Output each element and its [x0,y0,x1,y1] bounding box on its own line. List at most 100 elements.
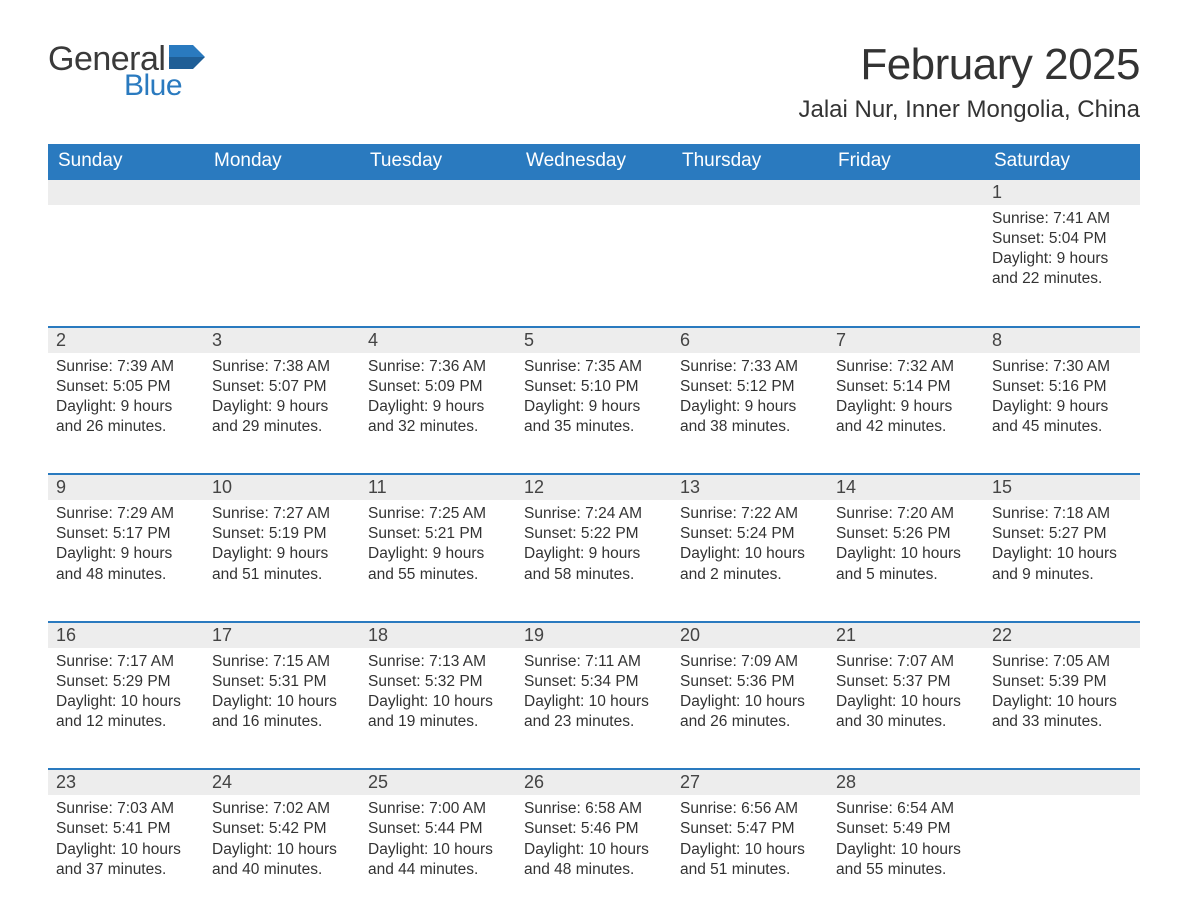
logo-text-blue: Blue [124,69,209,103]
day-number-cell: 25 [360,769,516,795]
title-block: February 2025 Jalai Nur, Inner Mongolia,… [798,40,1140,124]
day-content-cell: Sunrise: 7:36 AMSunset: 5:09 PMDaylight:… [360,353,516,456]
day-content-row: Sunrise: 7:17 AMSunset: 5:29 PM Daylight:… [48,648,1140,751]
sunset-text: Sunset: 5:17 PM [56,524,196,544]
day-content-cell: Sunrise: 7:41 AMSunset: 5:04 PMDaylight:… [984,205,1140,308]
sunrise-text: Sunrise: 7:39 AM [56,357,196,377]
sunrise-text: Sunrise: 7:03 AM [56,799,196,819]
daylight-text: Daylight: 10 hours and 2 minutes. [680,544,820,584]
sunset-text: Sunset: 5:05 PM [56,377,196,397]
sunrise-text: Sunrise: 7:02 AM [212,799,352,819]
sunrise-text: Sunrise: 7:17 AM [56,652,196,672]
day-number-cell: 23 [48,769,204,795]
sunset-text: Sunset: 5:34 PM [524,672,664,692]
sunset-text: Sunset: 5:09 PM [368,377,508,397]
sunrise-text: Sunrise: 7:25 AM [368,504,508,524]
daylight-text: Daylight: 10 hours and 37 minutes. [56,840,196,880]
day-number-cell [360,179,516,205]
sunset-text: Sunset: 5:46 PM [524,819,664,839]
spacer-row [48,750,1140,769]
day-number-cell: 24 [204,769,360,795]
day-content-cell: Sunrise: 7:05 AMSunset: 5:39 PMDaylight:… [984,648,1140,751]
sunset-text: Sunset: 5:36 PM [680,672,820,692]
day-content-cell: Sunrise: 7:27 AMSunset: 5:19 PMDaylight:… [204,500,360,603]
daylight-text: Daylight: 10 hours and 40 minutes. [212,840,352,880]
sunset-text: Sunset: 5:49 PM [836,819,976,839]
sunrise-text: Sunrise: 7:22 AM [680,504,820,524]
day-content-cell: Sunrise: 7:22 AMSunset: 5:24 PMDaylight:… [672,500,828,603]
daylight-text: Daylight: 9 hours and 22 minutes. [992,249,1132,289]
sunset-text: Sunset: 5:27 PM [992,524,1132,544]
day-content-cell: Sunrise: 6:54 AMSunset: 5:49 PMDaylight:… [828,795,984,898]
day-content-row: Sunrise: 7:03 AMSunset: 5:41 PMDaylight:… [48,795,1140,898]
sunset-text: Sunset: 5:22 PM [524,524,664,544]
day-number-cell [516,179,672,205]
day-content-cell: Sunrise: 7:07 AMSunset: 5:37 PMDaylight:… [828,648,984,751]
day-content-row: Sunrise: 7:39 AMSunset: 5:05 PM Daylight:… [48,353,1140,456]
day-number-cell: 22 [984,622,1140,648]
daylight-text: Daylight: 10 hours and 55 minutes. [836,840,976,880]
weekday-header: Saturday [984,144,1140,179]
day-content-cell [828,205,984,308]
sunset-text: Sunset: 5:39 PM [992,672,1132,692]
day-content-cell: Sunrise: 7:09 AMSunset: 5:36 PMDaylight:… [672,648,828,751]
day-number-cell: 17 [204,622,360,648]
sunset-text: Sunset: 5:07 PM [212,377,352,397]
day-content-cell: Sunrise: 7:03 AMSunset: 5:41 PMDaylight:… [48,795,204,898]
day-number-cell: 16 [48,622,204,648]
day-content-cell: Sunrise: 7:29 AMSunset: 5:17 PMDaylight:… [48,500,204,603]
day-content-cell: Sunrise: 7:17 AMSunset: 5:29 PMDaylight:… [48,648,204,751]
sunrise-text: Sunrise: 6:56 AM [680,799,820,819]
day-content-cell: Sunrise: 7:15 AMSunset: 5:31 PMDaylight:… [204,648,360,751]
daylight-text: Daylight: 9 hours and 51 minutes. [212,544,352,584]
day-number-cell [984,769,1140,795]
day-content-cell [360,205,516,308]
sunrise-text: Sunrise: 7:36 AM [368,357,508,377]
day-number-cell [204,179,360,205]
daylight-text: Daylight: 10 hours and 33 minutes. [992,692,1132,732]
day-number-cell: 10 [204,474,360,500]
month-title: February 2025 [798,40,1140,90]
spacer-row [48,308,1140,327]
sunset-text: Sunset: 5:21 PM [368,524,508,544]
daylight-text: Daylight: 10 hours and 44 minutes. [368,840,508,880]
sunset-text: Sunset: 5:31 PM [212,672,352,692]
day-content-cell: Sunrise: 7:18 AMSunset: 5:27 PMDaylight:… [984,500,1140,603]
day-content-cell [516,205,672,308]
header: General Blue February 2025 Jalai Nur, In… [48,40,1140,124]
day-number-row: 1 [48,179,1140,205]
sunrise-text: Sunrise: 7:11 AM [524,652,664,672]
day-number-cell: 14 [828,474,984,500]
day-content-cell: Sunrise: 7:02 AMSunset: 5:42 PMDaylight:… [204,795,360,898]
sunrise-text: Sunrise: 7:07 AM [836,652,976,672]
weekday-header: Friday [828,144,984,179]
daylight-text: Daylight: 10 hours and 5 minutes. [836,544,976,584]
day-content-cell [204,205,360,308]
sunset-text: Sunset: 5:26 PM [836,524,976,544]
daylight-text: Daylight: 10 hours and 48 minutes. [524,840,664,880]
sunrise-text: Sunrise: 6:58 AM [524,799,664,819]
daylight-text: Daylight: 9 hours and 45 minutes. [992,397,1132,437]
daylight-text: Daylight: 9 hours and 38 minutes. [680,397,820,437]
day-content-cell: Sunrise: 7:24 AMSunset: 5:22 PMDaylight:… [516,500,672,603]
weekday-header-row: Sunday Monday Tuesday Wednesday Thursday… [48,144,1140,179]
daylight-text: Daylight: 10 hours and 19 minutes. [368,692,508,732]
logo: General Blue [48,40,209,103]
day-number-cell: 8 [984,327,1140,353]
spacer-row [48,455,1140,474]
sunset-text: Sunset: 5:29 PM [56,672,196,692]
day-content-cell: Sunrise: 6:58 AMSunset: 5:46 PMDaylight:… [516,795,672,898]
day-content-cell: Sunrise: 7:33 AMSunset: 5:12 PMDaylight:… [672,353,828,456]
sunrise-text: Sunrise: 7:35 AM [524,357,664,377]
daylight-text: Daylight: 9 hours and 42 minutes. [836,397,976,437]
day-number-cell: 2 [48,327,204,353]
daylight-text: Daylight: 10 hours and 23 minutes. [524,692,664,732]
day-content-cell: Sunrise: 7:38 AMSunset: 5:07 PMDaylight:… [204,353,360,456]
sunrise-text: Sunrise: 7:41 AM [992,209,1132,229]
sunset-text: Sunset: 5:10 PM [524,377,664,397]
day-content-cell: Sunrise: 7:30 AMSunset: 5:16 PMDaylight:… [984,353,1140,456]
daylight-text: Daylight: 9 hours and 48 minutes. [56,544,196,584]
sunrise-text: Sunrise: 7:18 AM [992,504,1132,524]
day-content-row: Sunrise: 7:41 AMSunset: 5:04 PMDaylight:… [48,205,1140,308]
sunset-text: Sunset: 5:47 PM [680,819,820,839]
